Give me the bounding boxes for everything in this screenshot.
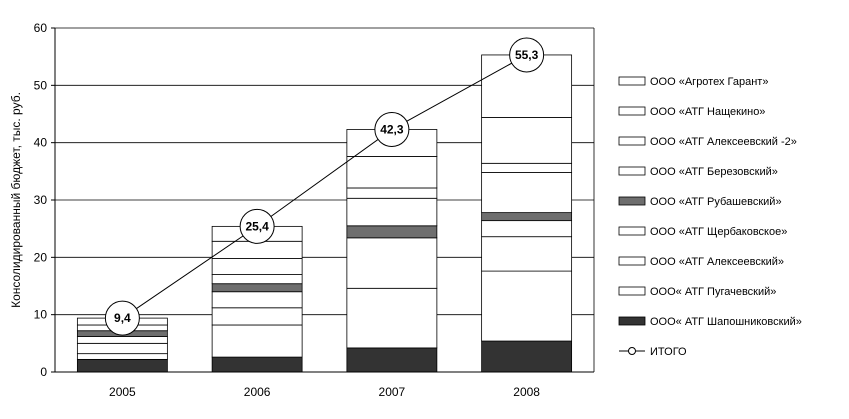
legend-label: ООО« АТГ Пугачевский» [650,286,776,298]
bar-segment [76,342,168,355]
bar-segment [346,187,438,199]
bar-segment [76,336,168,344]
bar-segment [481,236,573,272]
bar-segment [211,258,303,275]
total-data-label: 25,4 [245,219,269,233]
legend-label: ООО «АТГ Щербаковское» [650,226,787,238]
bar-segment [211,283,303,293]
total-data-label: 9,4 [114,311,131,325]
bar-segment [211,307,303,326]
legend-swatch [618,106,646,116]
y-tick-label: 30 [34,193,48,207]
bar-segment [211,356,303,373]
y-tick-label: 40 [34,136,48,150]
x-tick-label: 2005 [109,385,136,399]
grid-lines [55,27,594,373]
y-tick-label: 60 [34,21,48,35]
legend-total-marker [628,347,636,355]
bar-segment [346,156,438,189]
x-tick-labels: 2005 2006 2007 2008 [109,385,540,399]
total-line-path [122,54,527,319]
bar-segment [346,347,438,373]
legend-swatch [618,136,646,146]
legend-swatch [618,316,646,326]
legend-swatch [618,286,646,296]
legend-label: ООО «АТГ Нащекино» [650,106,765,118]
total-point [374,111,410,147]
bar-segment [481,220,573,238]
total-point [509,37,545,73]
x-tick-label: 2006 [244,385,271,399]
bar-stacks [76,54,573,373]
y-tick-labels: 0 10 20 30 40 50 60 [34,21,55,379]
total-data-label: 42,3 [380,122,404,136]
bar-segment [481,212,573,222]
total-line: 9,4 25,4 42,3 55,3 [104,37,545,336]
legend: ООО «Агротех Гарант» ООО «АТГ Нащекино» ОО… [618,76,802,358]
bar-segment [481,340,573,373]
y-tick-label: 20 [34,250,48,264]
y-tick-label: 50 [34,78,48,92]
bar-segment [481,162,573,173]
bar-segment [211,324,303,358]
bar-segment [346,197,438,227]
total-point [239,208,275,244]
legend-label: ООО «АТГ Рубашевский» [650,196,782,208]
total-data-label: 55,3 [515,48,539,62]
legend-label: ИТОГО [650,346,687,358]
x-tick-label: 2007 [379,385,406,399]
legend-swatch [618,226,646,236]
bar-segment [481,172,573,214]
y-axis-label: Консолидированный бюджет, тыс. руб. [9,92,23,308]
bar-segment [76,358,168,373]
bar-segment [211,291,303,309]
bar-segment [481,117,573,164]
legend-label: ООО «АТГ Алексеевский» [650,256,784,268]
bar-segment [346,287,438,349]
legend-label: ООО «АТГ Алексеевский -2» [650,136,797,148]
y-tick-label: 10 [34,308,48,322]
bar-segment [481,270,573,342]
bar-segment [346,237,438,289]
x-tick-label: 2008 [513,385,540,399]
y-tick-label: 0 [40,365,47,379]
legend-swatch [618,196,646,206]
bar-segment [211,274,303,285]
bar-segment [346,225,438,239]
legend-swatch [618,166,646,176]
bar-segment [76,353,168,360]
total-point [104,300,140,336]
legend-swatch [618,256,646,266]
legend-swatch [618,76,646,86]
legend-label: ООО «АТГ Березовский» [650,166,778,178]
legend-label: ООО« АТГ Шапошниковский» [650,316,802,328]
legend-label: ООО «Агротех Гарант» [650,76,768,88]
